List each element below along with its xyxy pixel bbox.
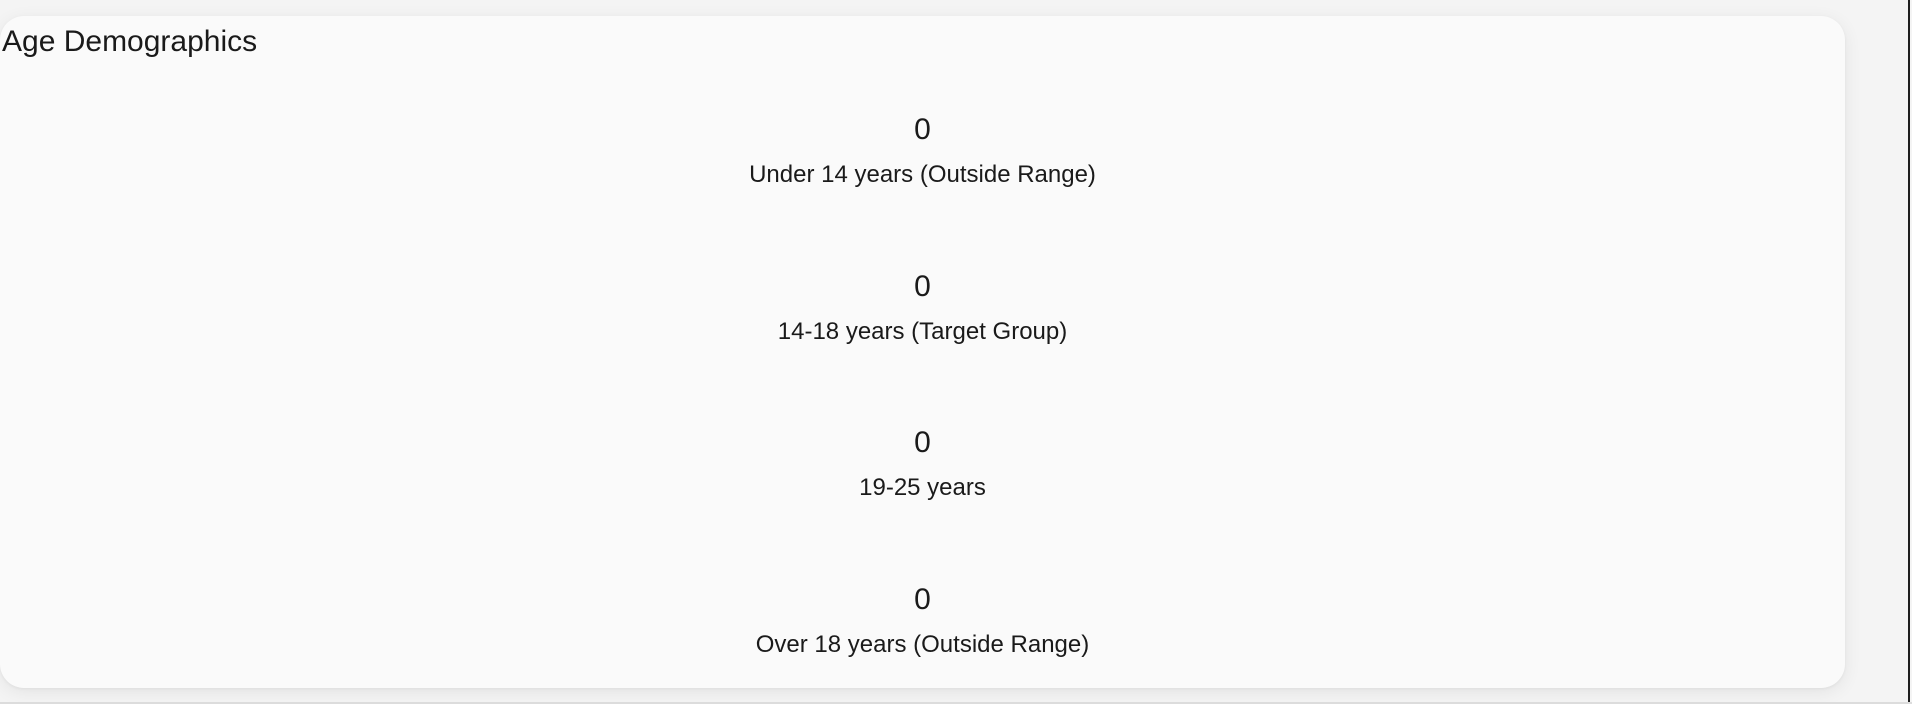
age-group-over-18: 0 Over 18 years (Outside Range): [0, 580, 1845, 704]
age-group-under-14: 0 Under 14 years (Outside Range): [0, 110, 1845, 267]
age-demographics-card: Age Demographics 0 Under 14 years (Outsi…: [0, 16, 1845, 688]
stat-label: 14-18 years (Target Group): [777, 317, 1068, 345]
stat-label: 19-25 years: [859, 474, 986, 501]
stat-value: 0: [914, 582, 931, 616]
stat-value: 0: [914, 269, 931, 303]
stat-value: 0: [914, 426, 931, 459]
stat-label: Over 18 years (Outside Range): [755, 630, 1090, 658]
card-title: Age Demographics: [2, 25, 258, 58]
window-frame-right: [1908, 0, 1910, 704]
age-group-19-25: 0 19-25 years: [0, 423, 1845, 580]
stat-label: Under 14 years (Outside Range): [749, 161, 1096, 188]
window-frame-bottom: [0, 702, 1912, 704]
stat-value: 0: [914, 113, 931, 146]
age-group-14-18: 0 14-18 years (Target Group): [0, 267, 1845, 424]
age-group-list: 0 Under 14 years (Outside Range) 0 14-18…: [0, 110, 1845, 704]
